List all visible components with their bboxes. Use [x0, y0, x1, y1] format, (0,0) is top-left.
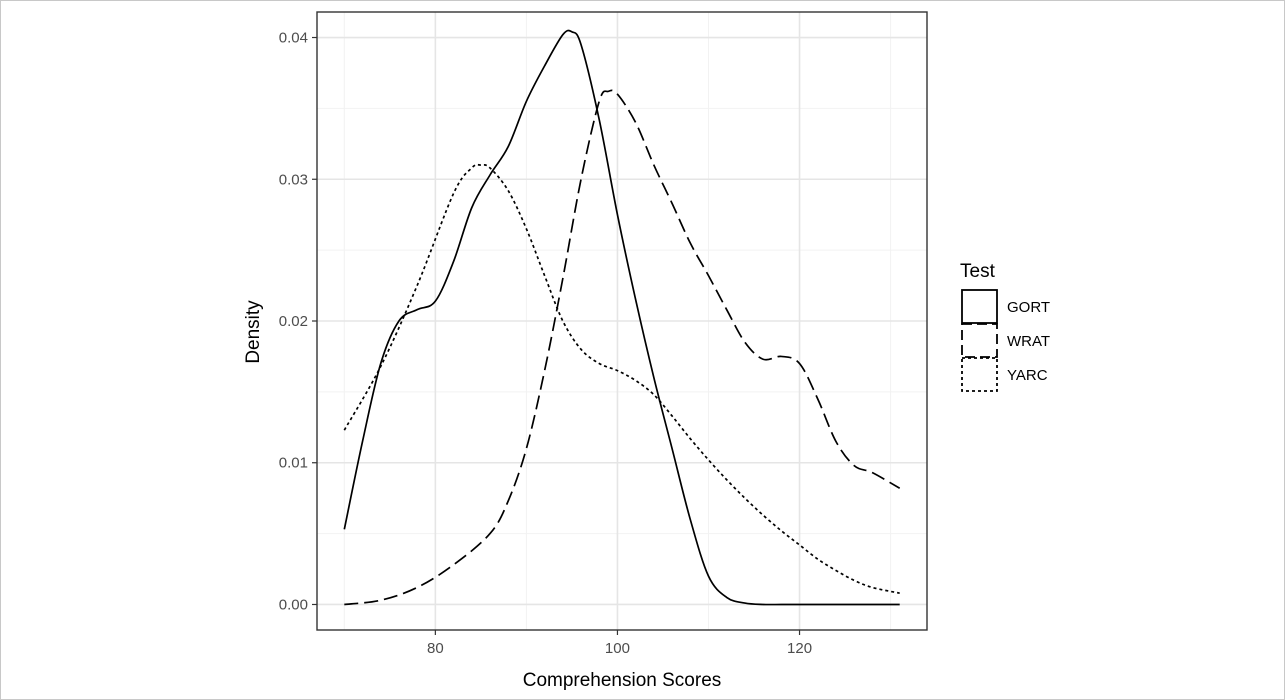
x-axis-title: Comprehension Scores — [523, 670, 722, 691]
density-curves — [343, 29, 901, 606]
y-tick-label: 0.04 — [279, 30, 308, 47]
x-tick-labels: 80 100 120 — [427, 640, 812, 657]
series-line-yarc — [343, 163, 900, 594]
y-tick-label: 0.02 — [279, 313, 308, 330]
legend-swatch — [961, 323, 998, 358]
x-tick-label: 80 — [427, 640, 444, 657]
legend-swatch — [961, 357, 998, 392]
x-tick-label: 120 — [787, 640, 812, 657]
x-tick-label: 100 — [605, 640, 630, 657]
y-tick-label: 0.03 — [279, 171, 308, 188]
series-line-wrat — [344, 89, 901, 606]
legend-key-wrat: WRAT — [961, 323, 1050, 358]
y-tick-label: 0.00 — [279, 596, 308, 613]
y-tick-labels: 0.00 0.01 0.02 0.03 0.04 — [279, 30, 308, 614]
legend-swatch — [961, 289, 998, 324]
legend-key-yarc: YARC — [961, 357, 1048, 392]
legend: Test GORT WRAT YARC — [960, 261, 1050, 392]
major-gridlines — [317, 12, 927, 630]
y-tick-label: 0.01 — [279, 455, 308, 472]
axis-ticks — [312, 36, 801, 635]
series-line-gort — [343, 29, 900, 606]
legend-label: WRAT — [1007, 333, 1050, 350]
legend-label: YARC — [1007, 367, 1048, 384]
legend-title: Test — [960, 261, 996, 282]
y-axis-title: Density — [243, 300, 264, 364]
legend-label: GORT — [1007, 299, 1050, 316]
legend-keys: GORT WRAT YARC — [961, 289, 1050, 392]
legend-key-gort: GORT — [961, 289, 1050, 324]
